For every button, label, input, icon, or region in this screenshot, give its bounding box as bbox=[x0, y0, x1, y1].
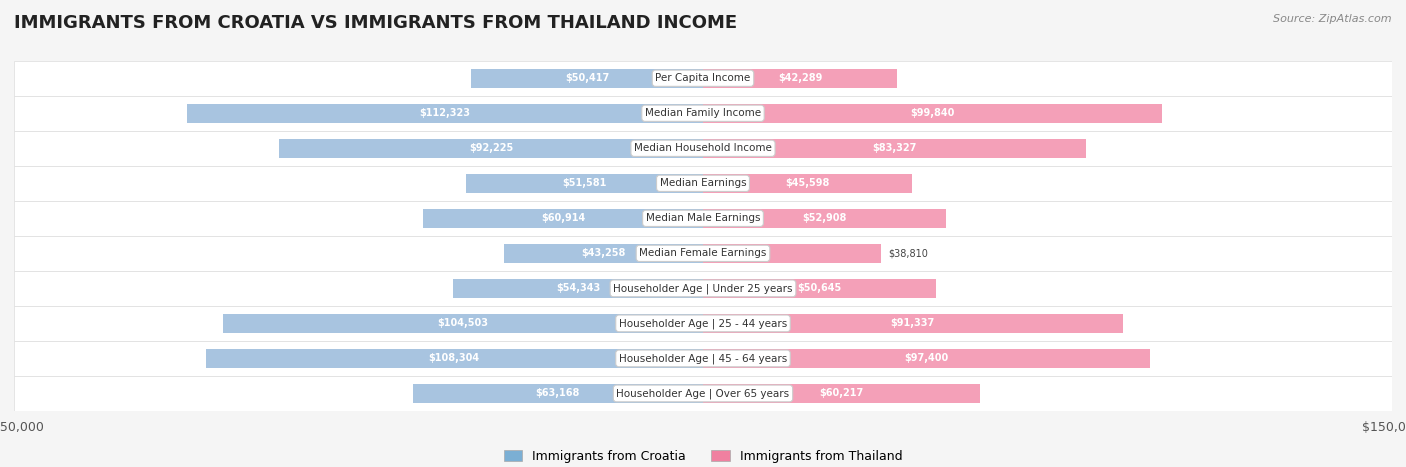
Text: Per Capita Income: Per Capita Income bbox=[655, 73, 751, 83]
Text: $43,258: $43,258 bbox=[582, 248, 626, 258]
Bar bbox=[280, 139, 703, 158]
Text: $99,840: $99,840 bbox=[910, 108, 955, 118]
FancyBboxPatch shape bbox=[14, 341, 1392, 376]
FancyBboxPatch shape bbox=[14, 236, 1392, 271]
FancyBboxPatch shape bbox=[14, 306, 1392, 341]
Text: $104,503: $104,503 bbox=[437, 318, 488, 328]
Text: Median Earnings: Median Earnings bbox=[659, 178, 747, 188]
Text: Source: ZipAtlas.com: Source: ZipAtlas.com bbox=[1274, 14, 1392, 24]
Bar bbox=[703, 349, 1150, 368]
Text: $42,289: $42,289 bbox=[778, 73, 823, 83]
Text: $108,304: $108,304 bbox=[429, 354, 479, 363]
Text: Median Female Earnings: Median Female Earnings bbox=[640, 248, 766, 258]
Text: $60,217: $60,217 bbox=[820, 389, 863, 398]
Legend: Immigrants from Croatia, Immigrants from Thailand: Immigrants from Croatia, Immigrants from… bbox=[499, 445, 907, 467]
Text: Householder Age | 45 - 64 years: Householder Age | 45 - 64 years bbox=[619, 353, 787, 364]
Text: Householder Age | 25 - 44 years: Householder Age | 25 - 44 years bbox=[619, 318, 787, 329]
Text: $91,337: $91,337 bbox=[890, 318, 935, 328]
Bar bbox=[703, 139, 1085, 158]
Bar bbox=[703, 384, 980, 403]
Text: $52,908: $52,908 bbox=[803, 213, 846, 223]
Text: $60,914: $60,914 bbox=[541, 213, 585, 223]
Bar bbox=[467, 174, 703, 193]
Text: Householder Age | Under 25 years: Householder Age | Under 25 years bbox=[613, 283, 793, 294]
Text: $83,327: $83,327 bbox=[872, 143, 917, 153]
FancyBboxPatch shape bbox=[14, 166, 1392, 201]
Bar bbox=[703, 314, 1122, 333]
Text: $38,810: $38,810 bbox=[889, 248, 928, 258]
Text: $50,645: $50,645 bbox=[797, 283, 841, 293]
Bar bbox=[703, 69, 897, 88]
Text: $50,417: $50,417 bbox=[565, 73, 609, 83]
Text: Median Male Earnings: Median Male Earnings bbox=[645, 213, 761, 223]
Text: $45,598: $45,598 bbox=[786, 178, 830, 188]
Text: Median Family Income: Median Family Income bbox=[645, 108, 761, 118]
Text: $51,581: $51,581 bbox=[562, 178, 607, 188]
Text: $112,323: $112,323 bbox=[419, 108, 471, 118]
Bar bbox=[413, 384, 703, 403]
Bar bbox=[703, 174, 912, 193]
FancyBboxPatch shape bbox=[14, 201, 1392, 236]
Text: $54,343: $54,343 bbox=[557, 283, 600, 293]
Text: Householder Age | Over 65 years: Householder Age | Over 65 years bbox=[616, 388, 790, 399]
Bar bbox=[703, 244, 882, 263]
Text: Median Household Income: Median Household Income bbox=[634, 143, 772, 153]
Bar bbox=[187, 104, 703, 123]
FancyBboxPatch shape bbox=[14, 61, 1392, 96]
Text: IMMIGRANTS FROM CROATIA VS IMMIGRANTS FROM THAILAND INCOME: IMMIGRANTS FROM CROATIA VS IMMIGRANTS FR… bbox=[14, 14, 737, 32]
Bar bbox=[703, 209, 946, 228]
Bar bbox=[205, 349, 703, 368]
Text: $97,400: $97,400 bbox=[904, 354, 949, 363]
Bar bbox=[703, 104, 1161, 123]
Text: $63,168: $63,168 bbox=[536, 389, 581, 398]
Bar bbox=[224, 314, 703, 333]
FancyBboxPatch shape bbox=[14, 271, 1392, 306]
Bar bbox=[423, 209, 703, 228]
Text: $92,225: $92,225 bbox=[470, 143, 513, 153]
Bar bbox=[453, 279, 703, 298]
Bar bbox=[471, 69, 703, 88]
FancyBboxPatch shape bbox=[14, 376, 1392, 411]
FancyBboxPatch shape bbox=[14, 96, 1392, 131]
FancyBboxPatch shape bbox=[14, 131, 1392, 166]
Bar bbox=[505, 244, 703, 263]
Bar bbox=[703, 279, 935, 298]
